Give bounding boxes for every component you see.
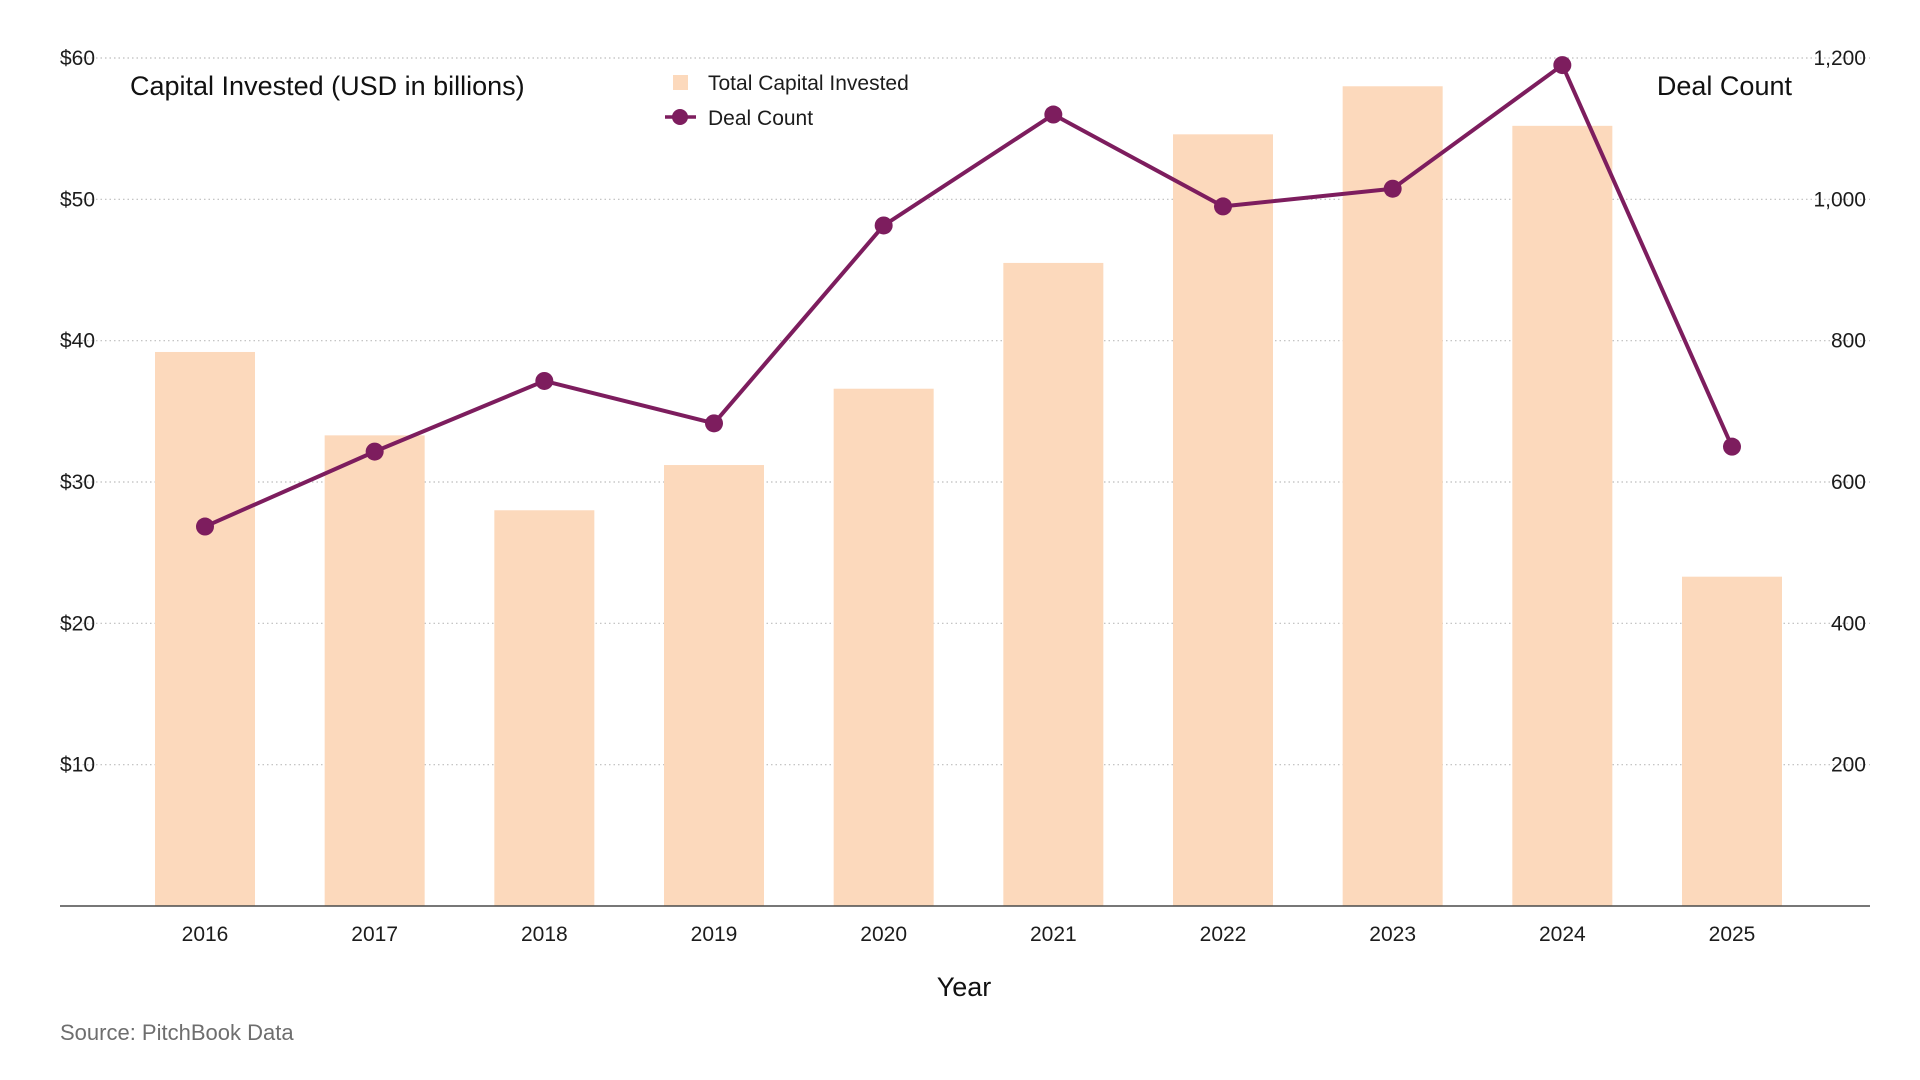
- x-tick-label: 2025: [1709, 923, 1756, 946]
- left-tick-label: $30: [60, 471, 95, 494]
- x-tick-label: 2022: [1200, 923, 1247, 946]
- left-axis-title: Capital Invested (USD in billions): [130, 71, 525, 101]
- right-axis-ticks: 200 400 600 800 1,000 1,200: [1813, 47, 1866, 777]
- x-tick-label: 2019: [691, 923, 738, 946]
- deal-count-point-2025: [1723, 437, 1741, 456]
- right-tick-label: 600: [1831, 471, 1866, 494]
- left-tick-label: $10: [60, 754, 95, 777]
- deal-count-point-2019: [705, 414, 723, 433]
- source-note: Source: PitchBook Data: [60, 1020, 294, 1045]
- legend-label-deal-count: Deal Count: [708, 107, 813, 130]
- left-tick-label: $20: [60, 612, 95, 635]
- bar-2022: [1173, 134, 1273, 906]
- bar-2019: [664, 465, 764, 906]
- right-tick-label: 800: [1831, 330, 1866, 353]
- left-tick-label: $60: [60, 47, 95, 70]
- x-tick-label: 2018: [521, 923, 568, 946]
- bar-2021: [1003, 262, 1104, 906]
- legend-swatch-deal-count-marker: [672, 109, 688, 125]
- x-tick-label: 2023: [1369, 923, 1416, 946]
- left-tick-label: $50: [60, 188, 95, 211]
- bar-2023: [1342, 86, 1443, 907]
- deal-count-point-2020: [874, 216, 893, 235]
- bar-2016: [155, 351, 255, 906]
- bar-2017: [324, 435, 425, 906]
- legend: Total Capital Invested Deal Count: [665, 72, 909, 130]
- legend-label-total-capital-invested: Total Capital Invested: [708, 72, 909, 95]
- x-axis-title: Year: [937, 972, 992, 1002]
- x-tick-label: 2016: [182, 923, 229, 946]
- x-tick-label: 2024: [1539, 923, 1586, 946]
- left-axis-ticks: $10 $20 $30 $40 $50 $60: [60, 47, 95, 777]
- deal-count-point-2021: [1044, 105, 1063, 124]
- right-tick-label: 400: [1831, 612, 1866, 635]
- x-tick-label: 2021: [1030, 923, 1077, 946]
- right-axis-title: Deal Count: [1657, 71, 1793, 101]
- line-deal-count: [196, 56, 1741, 536]
- left-tick-label: $40: [60, 330, 95, 353]
- x-tick-label: 2020: [860, 923, 907, 946]
- bar-2018: [494, 510, 595, 906]
- right-tick-label: 200: [1831, 754, 1866, 777]
- deal-count-point-2017: [365, 442, 384, 461]
- deal-count-point-2022: [1214, 197, 1232, 216]
- right-tick-label: 1,000: [1813, 188, 1866, 211]
- deal-count-line: [203, 63, 1734, 529]
- deal-count-point-2016: [196, 517, 214, 536]
- bar-2024: [1512, 125, 1613, 907]
- right-tick-label: 1,200: [1813, 47, 1866, 70]
- bar-2020: [833, 388, 934, 907]
- x-axis-ticks: 2016 2017 2018 2019 2020 2021 2022 2023 2024 2025: [182, 923, 1756, 946]
- bar-2025: [1682, 576, 1782, 906]
- x-tick-label: 2017: [351, 923, 398, 946]
- legend-swatch-total-capital-invested: [673, 75, 688, 90]
- deal-count-point-2023: [1383, 179, 1402, 198]
- deal-count-point-2024: [1553, 56, 1572, 75]
- bars-total-capital-invested: [155, 86, 1782, 907]
- deal-count-point-2018: [535, 371, 554, 390]
